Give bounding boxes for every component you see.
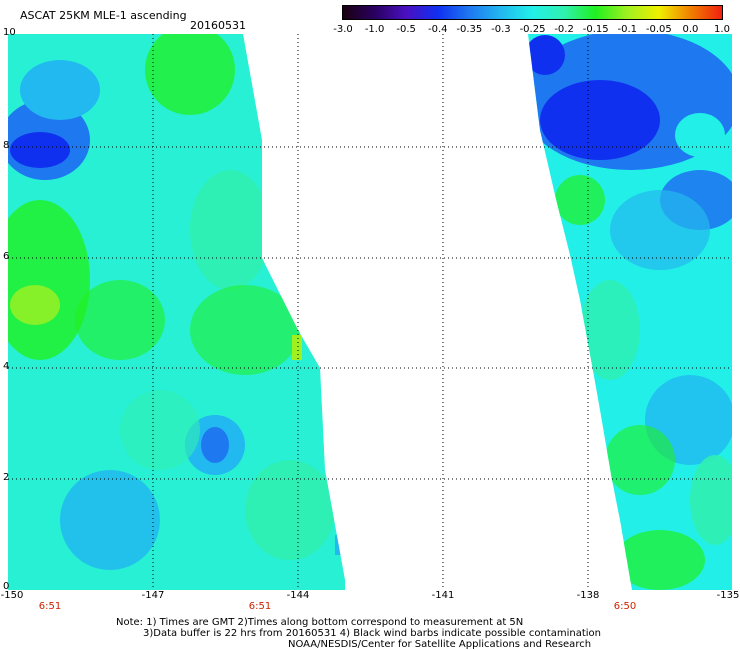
colorbar-label: -0.15 <box>582 24 609 35</box>
map-title: ASCAT 25KM MLE-1 ascending <box>20 9 187 22</box>
colorbar-label: -0.25 <box>519 24 546 35</box>
right-swath <box>528 34 732 590</box>
colorbar-label: -0.05 <box>645 24 672 35</box>
swath-time: 6:50 <box>613 601 637 612</box>
colorbar-label: -1.0 <box>364 24 385 35</box>
lat-label: 2 <box>3 472 10 483</box>
lon-label: -135 <box>716 590 740 601</box>
colorbar-label: 0.0 <box>682 24 699 35</box>
lat-label: 10 <box>3 27 16 38</box>
swath-time: 6:51 <box>248 601 272 612</box>
note-line-2: 3)Data buffer is 22 hrs from 20160531 4)… <box>143 628 601 639</box>
lon-label: -141 <box>431 590 455 601</box>
colorbar-label: -0.35 <box>456 24 483 35</box>
colorbar-label: -0.4 <box>427 24 448 35</box>
left-swath <box>8 34 345 590</box>
map-date: 20160531 <box>190 19 246 32</box>
colorbar-label: -3.0 <box>333 24 353 35</box>
swath-time: 6:51 <box>38 601 62 612</box>
lat-label: 0 <box>3 581 10 592</box>
colorbar <box>342 5 723 20</box>
lon-label: -147 <box>141 590 165 601</box>
colorbar-label: -0.2 <box>554 24 574 35</box>
lon-label: -138 <box>576 590 600 601</box>
lon-label: -144 <box>286 590 310 601</box>
lat-label: 6 <box>3 251 10 262</box>
colorbar-label: 1.0 <box>714 24 730 35</box>
colorbar-label: -0.1 <box>617 24 638 35</box>
lat-label: 4 <box>3 361 10 372</box>
colorbar-label: -0.5 <box>396 24 416 35</box>
grid-lines <box>8 34 732 590</box>
note-line-3: NOAA/NESDIS/Center for Satellite Applica… <box>288 639 592 650</box>
lon-label: -150 <box>0 590 24 601</box>
lat-label: 8 <box>3 140 10 151</box>
note-line-1: Note: 1) Times are GMT 2)Times along bot… <box>116 617 524 628</box>
colorbar-label: -0.3 <box>491 24 511 35</box>
